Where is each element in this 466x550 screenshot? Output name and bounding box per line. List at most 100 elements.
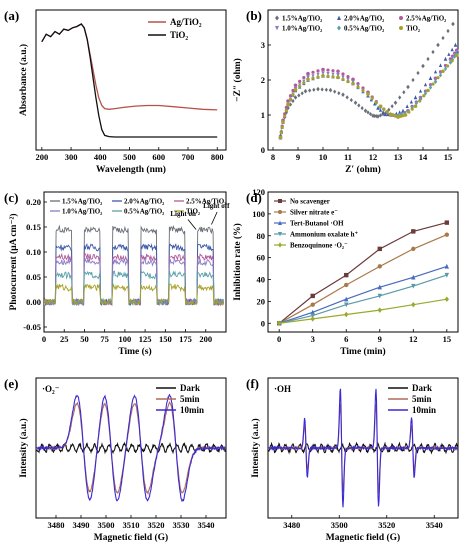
legend-label: TiO₂ [170,30,188,40]
data-point [377,307,382,313]
panel-a: 200 300 400 500 600 700 800 Wavelength (nm) Abso… [18,9,227,175]
data-point [300,91,304,96]
radical-label: ·OH [274,384,291,394]
plot-frame [35,9,227,151]
data-point [297,93,301,98]
data-point [387,107,391,112]
data-point [321,67,325,72]
data-point [378,104,383,109]
data-point [409,99,413,104]
data-point [275,15,279,21]
data-point [310,309,315,315]
radical-label: ·O₂⁻ [42,384,60,394]
data-point [446,28,450,34]
data-point [454,53,459,58]
legend-label: 10min [180,405,204,415]
data-point [381,110,385,114]
x-tick-label: 15 [443,334,452,344]
data-point [411,77,415,83]
x-tick-label: 100 [119,334,132,344]
x-tick-label: 3540 [426,520,443,530]
annotation-light-off: Light off [203,202,230,210]
data-point [316,72,320,77]
data-point [411,283,416,289]
legend-label: 2.0%Ag/TiO₂ [344,15,384,23]
data-point [326,74,330,78]
y-axis-label: −Z″ (ohm) [232,58,243,102]
data-point [373,101,377,106]
data-point [303,88,308,94]
data-point [308,88,312,93]
data-point [444,296,450,302]
panel-e: 3480 3490 3500 3510 3520 3530 3540 Magnetic fie… [18,377,227,543]
x-axis-label: Magnetic field (G) [94,532,168,543]
y-tick-label: 0.20 [26,197,41,207]
data-point [302,81,306,85]
data-point [336,75,340,79]
y-axis-label: Photocurrent (μA cm⁻²) [8,214,19,311]
x-axis-label: Time (min) [340,346,385,357]
data-point [444,272,450,278]
data-point [382,107,386,111]
x-tick-label: 3500 [331,520,348,530]
legend-label: 10min [412,405,436,415]
data-point [337,91,341,96]
data-point [316,69,320,73]
data-point [366,92,370,96]
data-point [421,63,425,69]
series-line [279,274,447,324]
data-point [302,75,306,80]
data-point [444,220,450,225]
data-point [418,99,422,103]
series-line [279,265,447,324]
plot-frame [43,191,227,333]
data-point [298,84,302,88]
data-point [426,56,430,62]
legend-label: No scavenger [290,198,330,206]
data-point [279,130,283,135]
data-point [453,42,458,47]
data-point [377,246,382,252]
panel-label: (e) [4,376,18,391]
data-point [316,86,320,92]
data-point [441,69,445,74]
y-tick-label: 80 [257,231,266,241]
data-point [403,113,408,117]
x-tick-label: 25 [60,334,69,344]
data-point [416,70,420,76]
data-point [349,97,353,103]
data-point [311,74,315,78]
data-point [426,88,430,93]
data-point [418,89,423,93]
data-point [406,84,410,90]
x-tick-label: 3520 [148,520,165,530]
x-tick-label: 3 [311,334,315,344]
data-point [326,71,330,76]
data-point [368,111,373,117]
x-tick-label: 200 [199,334,212,344]
legend-label: Tert-Butanol ·OH [290,220,344,228]
data-point [291,98,295,104]
y-axis-label: Intensity (a.u.) [18,418,29,477]
y-axis-label: Absorbance (a.u.) [18,44,29,116]
legend-label: Silver nitrate e⁻ [290,209,338,217]
data-point [346,79,350,83]
data-point [411,229,416,234]
legend-label: 1.5%Ag/TiO₂ [282,15,322,23]
legend-label: Ag/TiO₂ [170,17,202,27]
data-point [431,49,435,55]
data-point [393,100,398,106]
y-tick-label: 3 [261,40,265,50]
data-point [377,293,382,299]
series-line [41,23,218,111]
y-tick-label: 120 [252,187,265,197]
data-point [353,100,358,106]
data-point [328,87,333,93]
arrow-light-off [211,211,218,225]
data-point [363,108,368,114]
data-point [411,301,416,308]
data-point [436,76,440,80]
x-tick-label: 175 [179,334,192,344]
data-point [346,75,350,79]
